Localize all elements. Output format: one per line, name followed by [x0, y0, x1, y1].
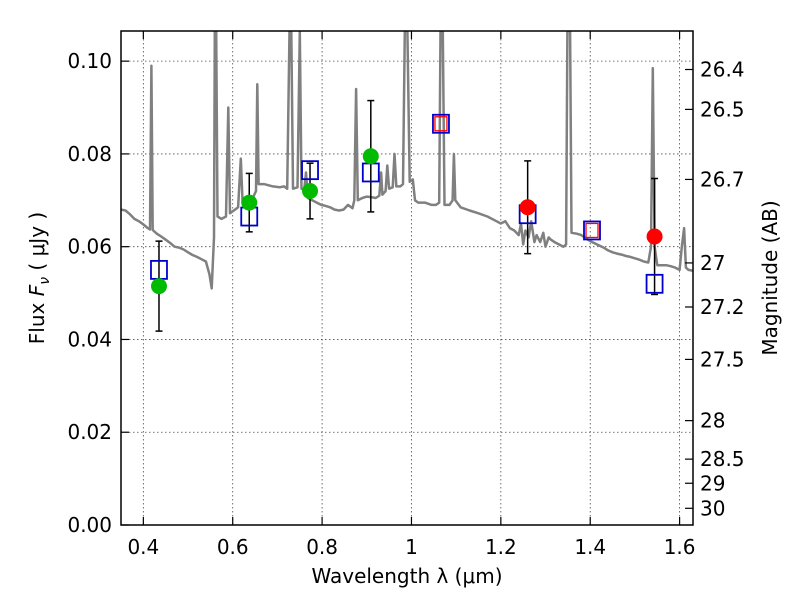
axis-ticks: 0.4 0.6 0.8 1 1.2 1.4 1.6 0.00 0.02 0.04 0.06 0.08 0…: [67, 31, 745, 559]
model-spectrum-line: [121, 31, 693, 290]
error-bars: [155, 99, 659, 332]
x-tick-label: 0.8: [306, 535, 338, 559]
y-axis-label-subscript: ν: [37, 277, 53, 285]
right-tick-label: 27: [700, 251, 725, 275]
right-tick-label: 28: [700, 409, 725, 433]
measured-flux-point: [519, 199, 536, 216]
y-axis-label-symbol: F: [25, 284, 49, 296]
right-tick-label: 26.4: [700, 57, 745, 81]
data-points: [150, 113, 664, 295]
right-tick-label: 27.2: [700, 295, 745, 319]
right-tick-label: 26.5: [700, 97, 745, 121]
x-tick-label: 1.4: [574, 535, 606, 559]
measured-flux-point: [241, 194, 258, 211]
right-tick-label: 28.5: [700, 447, 745, 471]
model-flux-square: [432, 113, 450, 134]
measured-flux-point: [646, 228, 663, 245]
x-tick-label: 0.6: [217, 535, 249, 559]
measured-flux-point: [302, 183, 319, 200]
measured-flux-point: [362, 148, 379, 165]
flux-square-red: [434, 116, 448, 132]
model-spectrum: [121, 31, 693, 290]
right-tick-label: 27.5: [700, 347, 745, 371]
y-tick-label: 0.06: [67, 235, 112, 259]
flux-square-red: [585, 222, 599, 239]
y-axis-label-pre: Flux: [25, 296, 49, 344]
y-tick-label: 0.04: [67, 327, 112, 351]
right-tick-label: 29: [700, 471, 725, 495]
y-tick-label: 0.00: [67, 513, 112, 537]
model-flux-square: [301, 160, 319, 181]
right-axis-label: Magnitude (AB): [758, 200, 782, 355]
right-tick-label: 26.7: [700, 167, 745, 191]
plot-border: [120, 30, 694, 526]
measured-flux-point: [150, 278, 167, 295]
x-tick-label: 1: [405, 535, 418, 559]
y-axis-label: Flux Fν ( μJy ): [25, 212, 53, 344]
plot-frame: [120, 30, 694, 526]
x-tick-label: 1.2: [485, 535, 517, 559]
model-flux-square: [645, 273, 664, 294]
model-flux-square: [583, 220, 601, 241]
y-tick-label: 0.10: [67, 49, 112, 73]
right-tick-label: 30: [700, 496, 725, 520]
x-axis-label: Wavelength λ (μm): [311, 564, 502, 588]
x-tick-label: 0.4: [127, 535, 159, 559]
y-tick-label: 0.08: [67, 142, 112, 166]
grid: [121, 31, 693, 526]
y-tick-label: 0.02: [67, 420, 112, 444]
y-axis-label-post: ( μJy ): [25, 212, 49, 277]
x-tick-label: 1.6: [664, 535, 696, 559]
